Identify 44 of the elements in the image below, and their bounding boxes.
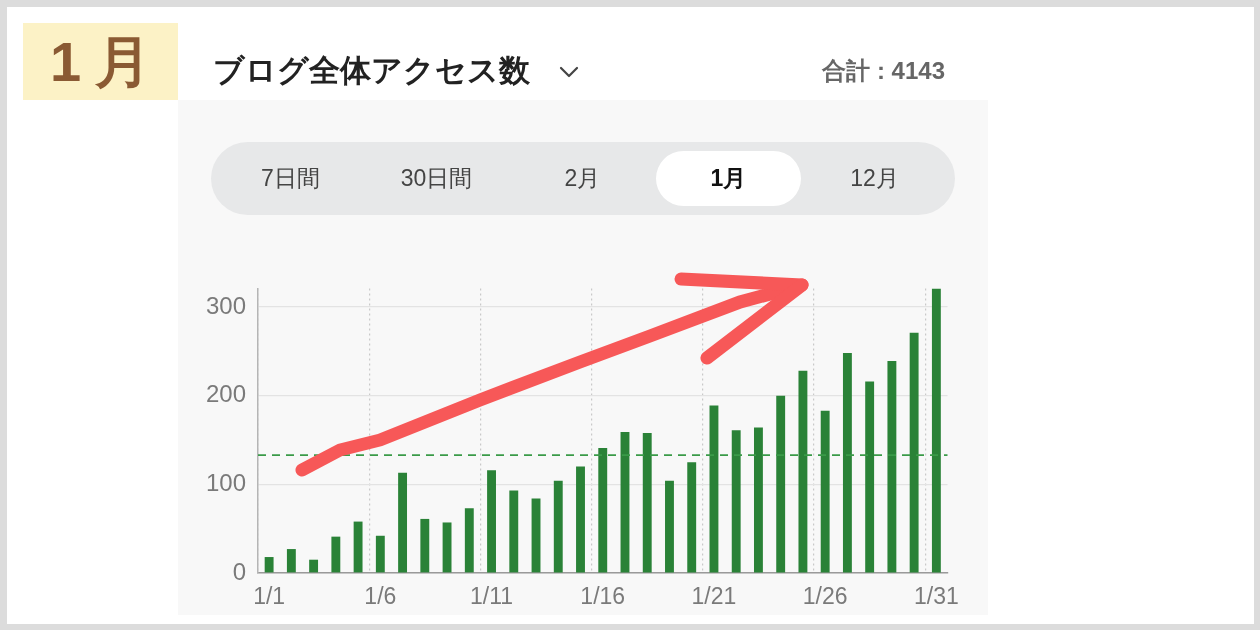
text: 1月 [49,29,166,93]
x-tick-label: 1/6 [364,583,397,610]
bar [642,432,652,573]
bar [553,480,563,573]
y-tick-label: 100 [205,468,246,496]
x-tick-label: 1/31 [913,583,959,610]
bar [820,410,830,573]
bar [687,462,697,573]
bar [331,536,341,573]
bar [442,522,452,573]
bar [286,549,296,573]
bar [909,332,919,573]
bar [598,447,608,573]
bar [464,508,474,573]
bar [887,361,897,573]
x-tick-label: 1/16 [580,583,626,610]
bar [309,559,319,573]
y-tick-label: 300 [205,291,246,319]
bar [798,370,808,573]
x-tick-label: 1/1 [253,583,286,610]
bar [487,470,496,573]
x-tick-label: 1/26 [802,583,848,610]
selected-tab: 1月 [656,151,801,206]
bar [509,490,519,573]
y-tick-label: 200 [205,380,246,408]
bar [753,427,763,573]
text: 合計 : 4143 [822,56,945,86]
bar [842,353,852,573]
bar [731,430,741,573]
bar [865,381,875,573]
bar [264,557,274,573]
x-tick-label: 1/11 [470,583,514,610]
y-tick-label: 0 [232,557,246,585]
chart-title: ブログ全体アクセス数 [213,52,530,90]
bar [353,521,363,573]
bar [420,518,430,573]
bar [931,288,941,573]
bar [576,466,585,573]
bar [398,472,408,573]
bar [375,535,385,573]
bar [776,395,786,573]
bar [665,480,674,573]
period-tabs: 7日間 30日間 2月 1月 12月 [211,142,955,215]
x-tick-label: 1/21 [691,583,737,610]
